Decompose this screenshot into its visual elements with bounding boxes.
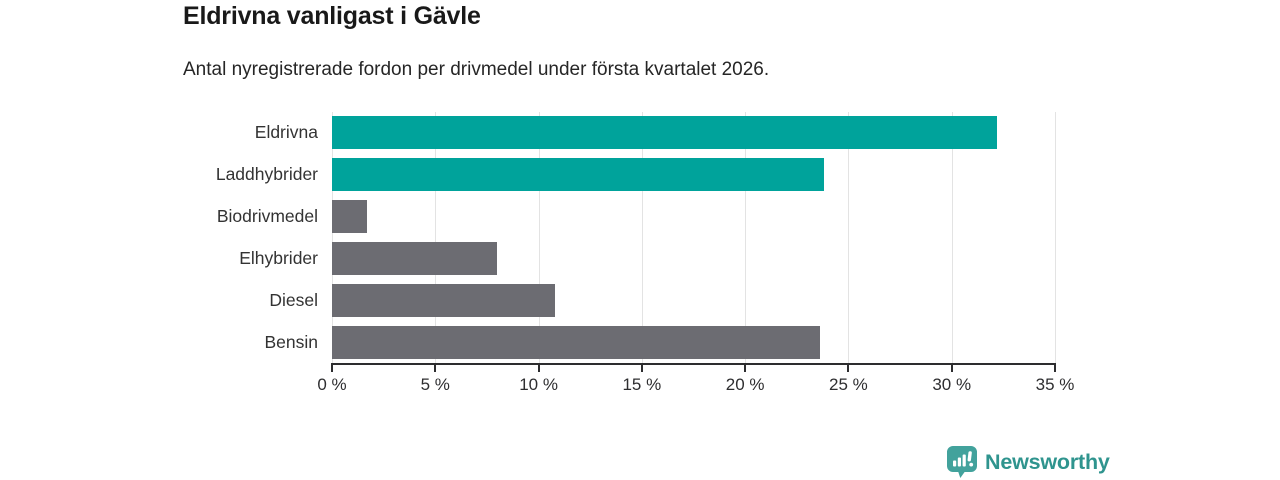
x-tick-label: 25 % [829,375,868,394]
plot-area: 0 % 5 % 10 % 15 % 20 % 25 % 30 % 35 % [317,112,1074,394]
bar-row [332,154,1055,196]
x-tick-label: 5 % [420,375,450,394]
x-tick-mark [537,365,540,372]
category-label: Bensin [264,331,318,352]
bar [332,283,556,317]
page-title: Eldrivna vanligast i Gävle [183,2,481,30]
x-tick-label: 0 % [317,375,347,394]
category-label-row: Diesel [0,279,318,321]
category-label-row: Bensin [0,321,318,363]
bar-chart-speech-bubble-icon [947,446,977,478]
x-tick-mark [331,365,333,372]
x-tick-mark [744,365,747,372]
bar-row [332,196,1055,238]
x-tick-label: 30 % [932,375,972,394]
category-label-row: Biodrivmedel [0,196,318,238]
bar [332,158,824,192]
x-tick-label: 20 % [725,375,765,394]
gridline [332,112,333,363]
category-label: Elhybrider [239,247,318,268]
x-tick-label: 10 % [519,375,558,394]
x-tick-label: 35 % [1035,375,1075,394]
category-label: Laddhybrider [215,164,318,185]
x-tick-label: 15 % [622,375,662,394]
bar [332,325,820,359]
x-tick-mark [1054,365,1056,372]
category-label-row: Elhybrider [0,237,318,279]
bar [332,200,368,234]
bar [332,116,998,150]
x-tick-mark [434,365,437,372]
bar-row [332,237,1055,279]
x-tick-mark [847,365,850,372]
category-label: Biodrivmedel [216,206,318,227]
x-axis-line [331,363,1056,365]
category-label: Eldrivna [254,122,318,143]
category-label-row: Eldrivna [0,112,318,154]
gridline [745,112,747,363]
gridline [435,112,437,363]
gridline [951,112,953,363]
x-tick-mark [640,365,643,372]
newsworthy-logo-text: Newsworthy [985,449,1110,474]
gridline [848,112,850,363]
gridline [641,112,643,363]
category-label-row: Laddhybrider [0,154,318,196]
bar-row [332,279,1055,321]
category-axis-labels: Eldrivna Laddhybrider Biodrivmedel Elhybrid… [0,112,318,363]
gridline [1055,112,1056,363]
category-label: Diesel [269,289,318,310]
bar-row [332,112,1055,154]
x-tick-mark [950,365,953,372]
newsworthy-logo[interactable]: Newsworthy [947,446,1110,478]
bar-row [332,321,1055,363]
gridline [538,112,540,363]
bar [332,241,498,275]
chart-subtitle: Antal nyregistrerade fordon per drivmede… [183,59,770,80]
bar-series [332,112,1055,363]
